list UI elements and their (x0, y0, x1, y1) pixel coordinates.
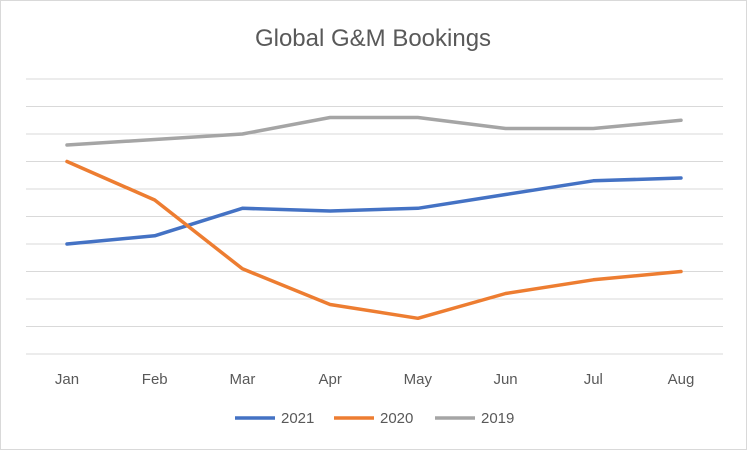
x-tick-label: May (404, 371, 433, 388)
x-tick-label: Jun (493, 371, 517, 388)
x-tick-label: Jul (584, 371, 603, 388)
x-tick-label: Feb (142, 371, 168, 388)
legend-label-2021: 2021 (281, 410, 314, 427)
series-lines (65, 115, 683, 321)
legend-label-2020: 2020 (380, 410, 413, 427)
series-line-2020 (65, 159, 683, 321)
x-tick-label: Aug (668, 371, 695, 388)
legend-label-2019: 2019 (481, 410, 514, 427)
gridlines (26, 78, 723, 355)
x-axis-ticks: Jan Feb Mar Apr May Jun Jul Aug (55, 371, 694, 388)
series-line-2019 (65, 115, 683, 147)
x-tick-label: Jan (55, 371, 79, 388)
x-tick-label: Mar (230, 371, 256, 388)
series-line-2021 (65, 176, 683, 246)
chart-title: Global G&M Bookings (255, 25, 491, 52)
legend: 2021 2020 2019 (235, 410, 514, 427)
x-tick-label: Apr (318, 371, 341, 388)
